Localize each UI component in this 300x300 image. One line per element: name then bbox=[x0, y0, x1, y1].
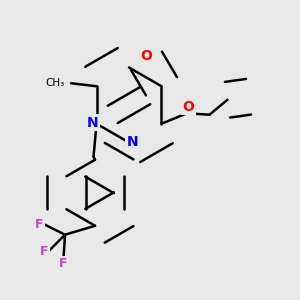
Text: O: O bbox=[140, 49, 152, 63]
Text: F: F bbox=[59, 257, 68, 270]
Text: N: N bbox=[87, 116, 99, 130]
Text: N: N bbox=[127, 135, 138, 148]
Text: F: F bbox=[40, 245, 48, 258]
Text: F: F bbox=[35, 218, 44, 231]
Text: O: O bbox=[182, 100, 194, 114]
Text: CH₃: CH₃ bbox=[45, 78, 64, 88]
